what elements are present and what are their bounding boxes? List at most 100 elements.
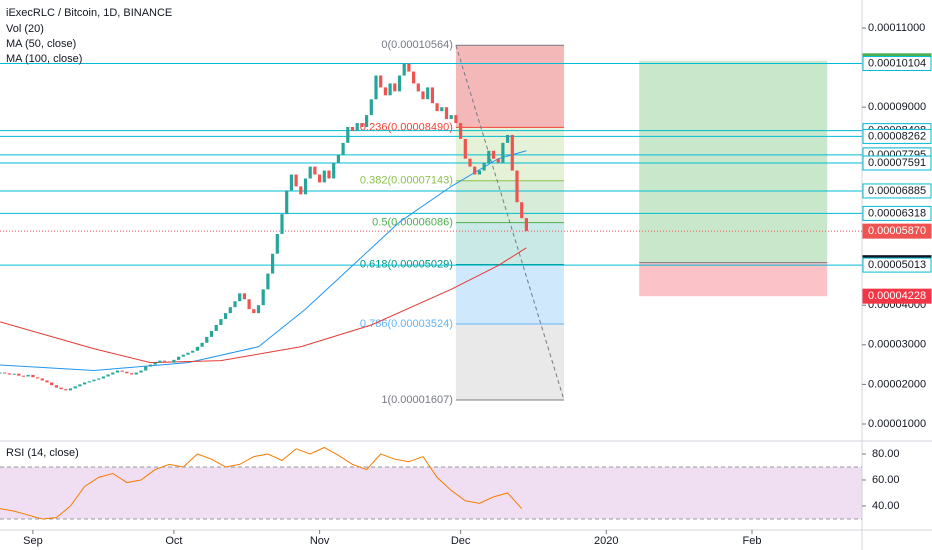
candle-body xyxy=(397,75,402,92)
candle-body xyxy=(17,373,21,376)
candle-body xyxy=(68,388,73,391)
price-label-box xyxy=(862,205,932,221)
price-label: 0.00004228 xyxy=(868,290,926,302)
fib-label: 0(0.00010564) xyxy=(381,39,453,51)
candle-body xyxy=(327,170,331,179)
candle-body xyxy=(520,202,524,219)
y-tick-label: 0.00003000 xyxy=(868,339,926,351)
fib-trend xyxy=(455,45,565,401)
candle-body xyxy=(144,366,148,371)
candle-body xyxy=(412,71,416,84)
price-label: 0.00008262 xyxy=(868,130,926,142)
fib-label: 0.786(0.00003524) xyxy=(360,318,453,330)
candle-body xyxy=(416,83,420,92)
price-label: 0.00007591 xyxy=(868,157,926,169)
candle-body xyxy=(78,384,82,387)
moving-average xyxy=(0,247,527,364)
candle-body xyxy=(45,380,49,383)
candle-body xyxy=(491,150,496,159)
candle-body xyxy=(247,299,251,310)
fib-zone xyxy=(455,222,564,265)
price-label: 0.00005013 xyxy=(868,259,926,271)
x-tick-label: Feb xyxy=(743,535,762,547)
candle-body xyxy=(266,273,270,290)
candle-body xyxy=(3,372,7,374)
rsi-tick-label: 60.00 xyxy=(872,474,900,486)
candle-body xyxy=(87,381,91,383)
y-tick-label: 0.00011000 xyxy=(868,22,925,34)
rsi-tick-label: 80.00 xyxy=(872,448,900,460)
price-label: 0.00006318 xyxy=(868,207,926,219)
rsi-title: RSI (14, close) xyxy=(6,447,79,459)
candle-body xyxy=(350,126,355,131)
candle-body xyxy=(167,361,171,363)
candle-body xyxy=(64,389,68,391)
candle-body xyxy=(181,354,185,357)
candle-body xyxy=(496,158,500,163)
candle-body xyxy=(59,387,63,390)
candle-body xyxy=(139,370,143,373)
chart-title: iExecRLC / Bitcoin, 1D, BINANCE xyxy=(6,7,172,19)
fib-zone xyxy=(455,180,564,223)
candle-body xyxy=(256,305,261,314)
price-label-box xyxy=(862,223,932,239)
candle-body xyxy=(313,166,317,175)
legend-entry: Vol (20) xyxy=(6,23,44,35)
candle-body xyxy=(524,218,528,232)
candle-body xyxy=(172,359,176,363)
candle-body xyxy=(120,370,124,372)
rsi-band xyxy=(0,466,862,519)
candle-body xyxy=(440,107,444,112)
candle-body xyxy=(393,83,397,92)
x-tick-label: Nov xyxy=(310,535,330,547)
candle-body xyxy=(374,75,378,100)
candle-body xyxy=(463,138,467,159)
candle-body xyxy=(402,63,406,76)
candle-body xyxy=(186,352,190,355)
price-label: 0.00005870 xyxy=(868,225,926,237)
candle-body xyxy=(242,293,246,300)
fib-zone xyxy=(455,127,564,181)
loss-zone xyxy=(639,262,828,297)
candle-body xyxy=(97,378,101,380)
price-label-box xyxy=(862,128,932,144)
x-tick-label: 2020 xyxy=(594,535,618,547)
fib-zone xyxy=(455,264,564,325)
price-label: 0.00010104 xyxy=(868,57,926,69)
candle-body xyxy=(459,123,463,139)
candle-body xyxy=(285,190,289,215)
candle-body xyxy=(336,154,340,163)
candle-body xyxy=(515,170,519,203)
candle-body xyxy=(233,301,237,308)
candle-body xyxy=(261,289,265,306)
candle-body xyxy=(101,376,105,379)
price-label-box xyxy=(862,155,932,171)
legend-entry: MA (50, close) xyxy=(6,38,76,50)
candle-body xyxy=(214,325,218,331)
fib-label: 0.382(0.00007143) xyxy=(360,175,453,187)
price-label: 0.00006885 xyxy=(868,185,926,197)
candle-body xyxy=(454,115,458,124)
candle-body xyxy=(487,150,491,163)
fib-label: 0.236(0.00008490) xyxy=(360,121,453,133)
candle-body xyxy=(12,373,16,375)
candle-body xyxy=(36,377,40,379)
candle-body xyxy=(341,142,345,155)
candle-body xyxy=(289,174,293,191)
candle-body xyxy=(200,342,204,347)
price-label-box xyxy=(862,55,932,71)
candle-body xyxy=(473,166,477,175)
candle-body xyxy=(369,99,373,116)
candle-body xyxy=(31,374,35,378)
candle-body xyxy=(318,174,322,183)
candle-body xyxy=(275,233,279,254)
candle-body xyxy=(177,356,181,360)
fib-label: 0.5(0.00006086) xyxy=(372,217,453,229)
x-tick-label: Dec xyxy=(451,535,471,547)
candle-body xyxy=(346,126,350,143)
candle-body xyxy=(191,350,195,353)
candle-body xyxy=(111,372,115,375)
candle-body xyxy=(365,115,369,127)
candle-body xyxy=(477,170,481,175)
